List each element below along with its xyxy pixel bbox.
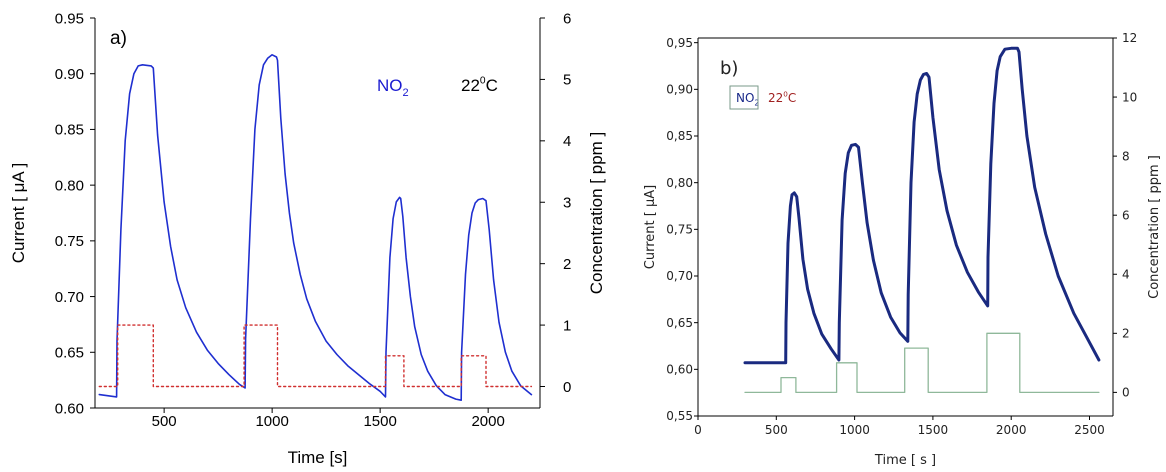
- y2-axis-label: Concentration [ ppm ]: [1147, 155, 1162, 299]
- y2-tick-label: 10: [1122, 90, 1137, 104]
- y2-tick-label: 5: [563, 72, 571, 89]
- annotation-text: NO: [736, 91, 754, 105]
- y-tick-label: 0.80: [55, 177, 84, 194]
- y2-tick-label: 4: [1122, 267, 1130, 281]
- chart-panel-a: 500 1000 1500 20000.600.650.700.750.800.850…: [9, 10, 606, 467]
- y-tick-label: 0.95: [55, 10, 84, 27]
- current-series-line: [98, 53, 533, 402]
- y-tick-label: 0,65: [666, 316, 693, 330]
- annotation-unit: C: [788, 91, 796, 105]
- y-tick-label: 0.70: [55, 289, 84, 306]
- y-tick-label: 0,70: [666, 269, 693, 283]
- annotation-unit: C: [486, 76, 498, 95]
- chart-panel-b: 0 500 1000 1500 2000 25000,550,600,650,700,75…: [643, 31, 1162, 468]
- concentration-series-line: [98, 324, 533, 388]
- x-tick-label: 500: [765, 423, 788, 437]
- y-tick-label: 0,55: [666, 409, 693, 423]
- y-tick-label: 0,95: [666, 36, 693, 50]
- y2-tick-label: 6: [563, 10, 571, 27]
- current-series-line: [743, 46, 1101, 365]
- y-tick-label: 0.90: [55, 66, 84, 83]
- concentration-series-line: [744, 332, 1100, 394]
- x-tick-label: 0: [694, 423, 702, 437]
- y-tick-label: 0,75: [666, 223, 693, 237]
- y-tick-label: 0.60: [55, 400, 84, 417]
- annotation-subscript: 2: [754, 99, 759, 108]
- y2-tick-label: 3: [563, 195, 571, 212]
- x-tick-label: 1500: [363, 413, 396, 430]
- y-tick-label: 0,90: [666, 83, 693, 97]
- x-tick-label: 500: [152, 413, 177, 430]
- y-tick-label: 0,80: [666, 176, 693, 190]
- x-axis-label: Time [s]: [288, 448, 348, 467]
- y2-tick-label: 4: [563, 133, 571, 150]
- y2-tick-label: 1: [563, 317, 571, 334]
- temperature-annotation: 220C: [768, 90, 796, 105]
- x-tick-label: 1500: [918, 423, 949, 437]
- x-tick-label: 2000: [996, 423, 1027, 437]
- y2-axis-label: Concentration [ ppm ]: [587, 132, 606, 295]
- temperature-annotation: 220C: [461, 75, 498, 95]
- legend-box: [729, 85, 759, 110]
- y2-tick-label: 2: [1122, 327, 1130, 341]
- y-tick-label: 0.75: [55, 233, 84, 250]
- y2-tick-label: 12: [1122, 31, 1137, 45]
- x-tick-label: 1000: [255, 413, 288, 430]
- x-axis-label: Time [ s ]: [874, 453, 936, 468]
- y2-tick-label: 0: [563, 379, 571, 396]
- x-tick-label: 1000: [839, 423, 870, 437]
- y-axis-label: Current [ μA]: [643, 185, 658, 269]
- gas-annotation: NO2: [736, 91, 759, 108]
- y-axis-label: Current [ μA ]: [9, 163, 28, 264]
- annotation-text: 22: [461, 76, 480, 95]
- annotation-subscript: 2: [403, 87, 409, 99]
- y2-tick-label: 8: [1122, 149, 1130, 163]
- panel-label: b): [720, 58, 738, 79]
- y2-tick-label: 2: [563, 256, 571, 273]
- y-tick-label: 0.65: [55, 345, 84, 362]
- y-tick-label: 0,85: [666, 129, 693, 143]
- annotation-text: NO: [377, 76, 403, 95]
- y-tick-label: 0.85: [55, 122, 84, 139]
- gas-annotation: NO2: [377, 76, 409, 99]
- annotation-superscript: 0: [480, 75, 486, 86]
- y2-tick-label: 0: [1122, 386, 1130, 400]
- x-tick-label: 2000: [471, 413, 504, 430]
- y-tick-label: 0,60: [666, 363, 693, 377]
- panel-label: a): [110, 28, 127, 49]
- x-tick-label: 2500: [1074, 423, 1105, 437]
- annotation-superscript: 0: [783, 90, 788, 99]
- annotation-text: 22: [768, 91, 783, 105]
- y2-tick-label: 6: [1122, 208, 1130, 222]
